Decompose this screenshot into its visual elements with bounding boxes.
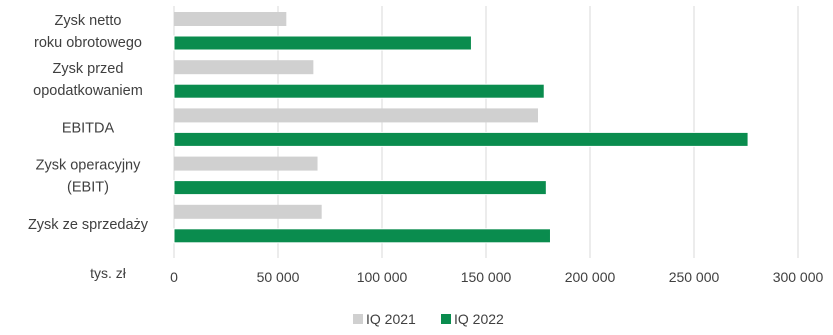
bar-iq2022 [173,180,547,196]
legend-swatch-iq2021 [353,314,363,324]
x-tick-label: 300 000 [773,269,824,285]
category-label-line: roku obrotowego [34,35,142,51]
category-label-line: EBITDA [62,120,115,136]
category-labels: Zysk netto roku obrotowego Zysk przed opoda… [28,13,149,233]
category-label-line: Zysk operacyjny [36,158,142,174]
category-label: Zysk netto roku obrotowego [34,13,142,51]
category-label-line: Zysk przed [53,61,124,77]
bar-iq2022 [173,35,472,51]
x-tick-label: 150 000 [461,269,512,285]
legend-label-iq2022: IQ 2022 [454,311,504,327]
bar-iq2021 [174,60,314,75]
legend-label-iq2021: IQ 2021 [366,311,416,327]
legend: IQ 2021 IQ 2022 [353,311,504,327]
category-label-line: opodatkowaniem [33,83,143,99]
bar-iq2021 [174,12,287,26]
bar-iq2021 [174,156,318,171]
x-tick-label: 250 000 [669,269,720,285]
category-label: Zysk ze sprzedaży [28,217,149,233]
category-label: EBITDA [62,120,115,136]
category-label-line: Zysk ze sprzedaży [28,217,149,233]
bar-iq2022 [173,83,545,99]
x-tick-label: 50 000 [257,269,300,285]
x-tick-label: 0 [170,269,178,285]
category-label-line: (EBIT) [67,180,109,196]
category-label-line: Zysk netto [55,13,122,29]
bars [173,12,749,244]
axis-unit-label: tys. zł [90,265,127,281]
legend-swatch-iq2022 [441,314,451,324]
bar-iq2021 [174,108,538,123]
bar-iq2022 [173,228,551,244]
category-label: Zysk operacyjny (EBIT) [36,158,142,196]
bar-iq2021 [174,204,322,219]
x-axis-tick-labels: 0 50 000 100 000 150 000 200 000 250 000 300 0… [170,269,823,285]
x-tick-label: 200 000 [565,269,616,285]
category-label: Zysk przed opodatkowaniem [33,61,143,99]
bar-iq2022 [173,131,749,147]
x-tick-label: 100 000 [357,269,408,285]
